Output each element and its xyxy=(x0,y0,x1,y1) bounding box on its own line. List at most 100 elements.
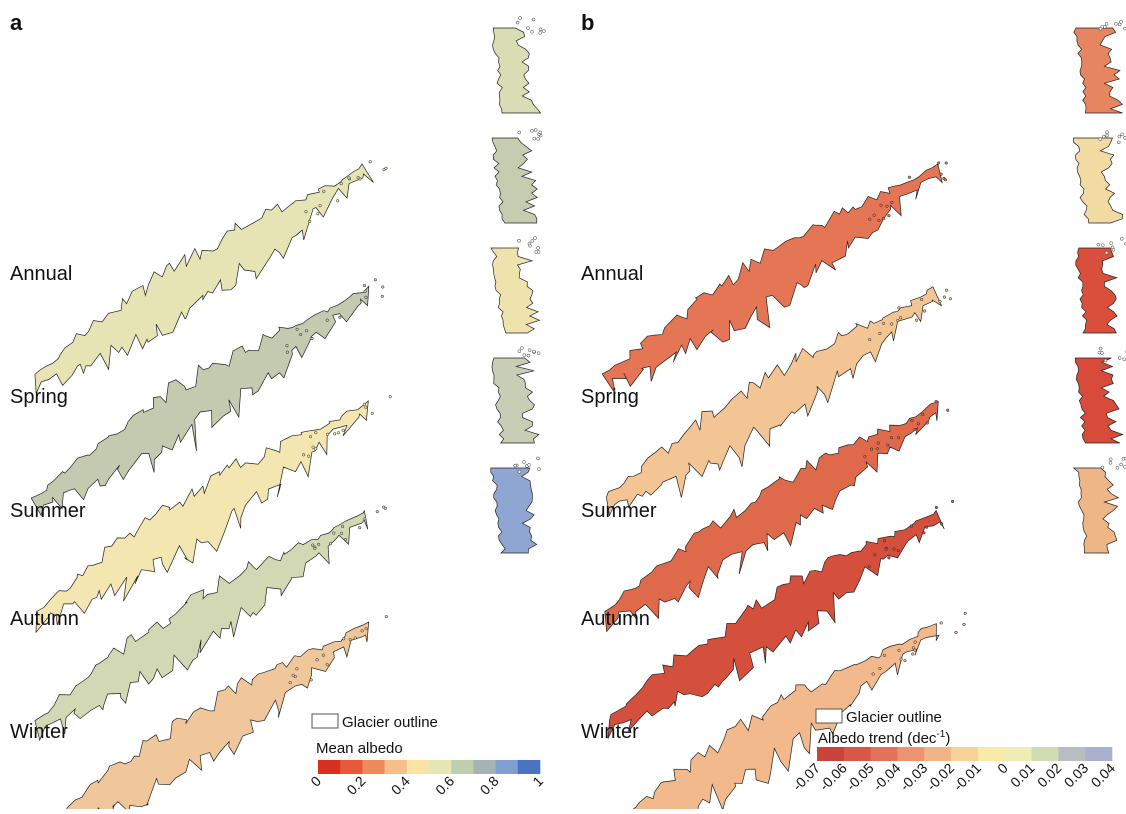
glacier-dot xyxy=(289,681,292,684)
glacier-dot xyxy=(914,428,917,431)
glacier-dot xyxy=(917,423,920,426)
glacier-dot xyxy=(286,351,289,354)
glacier-dot xyxy=(385,615,388,618)
glacier-dot xyxy=(943,296,946,299)
inset-dot xyxy=(1102,135,1105,138)
inset-dot xyxy=(1117,141,1120,144)
inset-dot xyxy=(531,239,534,242)
inset-dot xyxy=(533,350,536,353)
inset-dot xyxy=(516,21,519,24)
inset-dot xyxy=(535,250,538,253)
inset-dot xyxy=(1101,466,1104,469)
season-label: Annual xyxy=(581,263,643,285)
glacier-dot xyxy=(317,543,320,546)
legend-title-end: ) xyxy=(945,730,950,747)
glacier-dot xyxy=(354,637,357,640)
glacier-dot xyxy=(945,162,948,165)
glacier-dot xyxy=(317,213,320,216)
inset-dot xyxy=(518,470,521,473)
glacier-dot xyxy=(880,204,883,207)
inset-dot xyxy=(1106,131,1109,134)
legend-title: Mean albedo xyxy=(316,740,403,757)
inset-dot xyxy=(534,129,537,132)
glacier-area xyxy=(31,286,369,515)
glacier-dot xyxy=(323,190,326,193)
glacier-dot xyxy=(305,210,308,213)
colorbar-swatch xyxy=(318,760,341,774)
colorbar-swatch xyxy=(362,760,385,774)
glacier-dot xyxy=(316,659,319,662)
inset-dot xyxy=(1120,237,1123,240)
inset-dot xyxy=(533,137,536,140)
season-label: Spring xyxy=(581,386,639,408)
colorbar-tick-label: 0.4 xyxy=(388,773,413,798)
colorbar-swatch xyxy=(844,747,871,761)
glacier-dot xyxy=(912,647,915,650)
colorbar-swatch xyxy=(429,760,452,774)
glacier-dot xyxy=(363,403,366,406)
glacier-dot xyxy=(326,433,329,436)
glacier-dot xyxy=(333,433,336,436)
glacier-dot xyxy=(879,667,882,670)
glacier-dot xyxy=(363,284,366,287)
colorbar-tick-label: -0.05 xyxy=(843,760,877,794)
colorbar-swatch xyxy=(340,760,363,774)
inset-dot xyxy=(1109,458,1112,461)
glacier-dot xyxy=(899,317,902,320)
glacier-dot xyxy=(944,178,947,181)
colorbar-swatch xyxy=(951,747,978,761)
inset-dot xyxy=(1118,23,1121,26)
glacier-dot xyxy=(314,547,317,550)
glacier-dot xyxy=(945,289,948,292)
glacier-dot xyxy=(340,532,343,535)
glacier-dot xyxy=(911,419,914,422)
panel-label: b xyxy=(581,10,594,35)
glacier-dot xyxy=(898,649,901,652)
glacier-dot xyxy=(326,663,329,666)
glacier-dot xyxy=(888,214,891,217)
glacier-dot xyxy=(358,526,361,529)
season-map xyxy=(35,457,540,809)
colorbar-swatch xyxy=(1058,747,1085,761)
glacier-dot xyxy=(883,654,886,657)
season-label: Summer xyxy=(581,500,657,522)
inset-dot xyxy=(536,457,539,460)
glacier-dot xyxy=(900,658,903,661)
inset-dot xyxy=(518,350,521,353)
inset-dot xyxy=(523,354,526,357)
inset-dot xyxy=(539,31,542,34)
glacier-dot xyxy=(868,338,871,341)
colorbar-swatch xyxy=(451,760,474,774)
glacier-dot xyxy=(882,217,885,220)
glacier-dot xyxy=(877,442,880,445)
glacier-dot xyxy=(882,322,885,325)
colorbar-tick-label: 0 xyxy=(307,773,324,790)
glacier-dot xyxy=(864,455,867,458)
colorbar-swatch xyxy=(978,747,1005,761)
inset-dot xyxy=(537,246,540,249)
glacier-dot xyxy=(365,627,368,630)
glacier-dot xyxy=(333,532,336,535)
colorbar-tick-label: 0.01 xyxy=(1007,760,1038,791)
colorbar-tick-label: 0.8 xyxy=(477,773,502,798)
glacier-dot xyxy=(911,653,914,656)
glacier-dot xyxy=(949,298,952,301)
colorbar-swatch xyxy=(1085,747,1112,761)
colorbar-swatch xyxy=(473,760,496,774)
inset-dot xyxy=(531,30,534,33)
season-map xyxy=(605,237,1126,631)
glacier-dot xyxy=(326,319,329,322)
inset-area xyxy=(1074,468,1119,553)
glacier-dot xyxy=(886,444,889,447)
inset-dot xyxy=(1120,463,1123,466)
inset-dot xyxy=(1110,242,1113,245)
inset-dot xyxy=(542,30,545,33)
glacier-dot xyxy=(309,435,312,438)
glacier-dot xyxy=(311,337,314,340)
colorbar-swatch xyxy=(924,747,951,761)
glacier-dot xyxy=(357,176,360,179)
glacier-dot xyxy=(896,319,899,322)
glacier-dot xyxy=(920,298,923,301)
glacier-dot xyxy=(311,544,314,547)
